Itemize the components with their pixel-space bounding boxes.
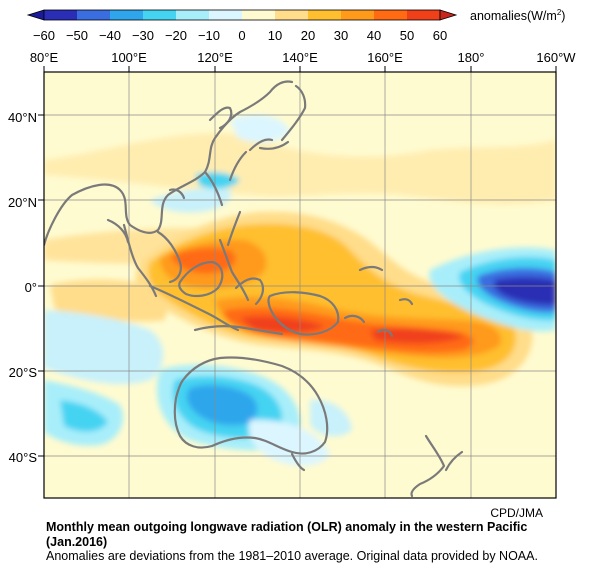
colorbar-tick-label: −20 bbox=[165, 28, 187, 43]
lon-label-100e: 100°E bbox=[111, 50, 147, 65]
credit-label: CPD/JMA bbox=[490, 506, 543, 520]
colorbar-tick-labels: −60 −50 −40 −30 −20 −10 0 10 20 30 40 50 60 bbox=[33, 28, 447, 43]
colorbar-cell bbox=[77, 10, 111, 20]
colorbar-cell bbox=[275, 10, 309, 20]
colorbar-tick-label: −10 bbox=[198, 28, 220, 43]
colorbar-cell bbox=[374, 10, 408, 20]
lat-label-0: 0° bbox=[25, 280, 37, 295]
longitude-labels: 80°E 100°E 120°E 140°E 160°E 180° 160°W bbox=[30, 50, 576, 65]
anomaly-field bbox=[44, 72, 556, 498]
colorbar-tick-label: 40 bbox=[367, 28, 381, 43]
colorbar-tick-label: −50 bbox=[66, 28, 88, 43]
colorbar-cell bbox=[176, 10, 210, 20]
coastlines bbox=[44, 80, 464, 498]
colorbar-cell bbox=[143, 10, 177, 20]
colorbar-unit-label: anomalies(W/m2) bbox=[470, 8, 565, 23]
lat-label-20s: 20°S bbox=[9, 365, 38, 380]
lon-label-180: 180° bbox=[458, 50, 485, 65]
colorbar-cell bbox=[341, 10, 375, 20]
colorbar-tick-label: 20 bbox=[301, 28, 315, 43]
colorbar-cell bbox=[308, 10, 342, 20]
colorbar-tick-label: −40 bbox=[99, 28, 121, 43]
colorbar-left-arrow bbox=[26, 9, 45, 21]
latitude-labels: 40°N 20°N 0° 20°S 40°S bbox=[8, 110, 37, 465]
colorbar-tick-label: 50 bbox=[400, 28, 414, 43]
colorbar-cell bbox=[407, 10, 441, 20]
colorbar-tick-label: 10 bbox=[268, 28, 282, 43]
colorbar-cells bbox=[43, 9, 441, 21]
tick-marks bbox=[38, 66, 557, 457]
figure-title: Monthly mean outgoing longwave radiation… bbox=[46, 520, 528, 549]
lon-label-140e: 140°E bbox=[282, 50, 318, 65]
colorbar-tick-label: 60 bbox=[433, 28, 447, 43]
lat-label-40n: 40°N bbox=[8, 110, 37, 125]
colorbar-tick-label: −30 bbox=[132, 28, 154, 43]
lon-label-160w: 160°W bbox=[536, 50, 576, 65]
colorbar-cell bbox=[110, 10, 144, 20]
lon-label-80e: 80°E bbox=[30, 50, 59, 65]
lat-label-40s: 40°S bbox=[9, 450, 38, 465]
colorbar: −60 −50 −40 −30 −20 −10 0 10 20 30 40 50 60 anomalie… bbox=[26, 8, 565, 43]
figure-note: Anomalies are deviations from the 1981–2… bbox=[46, 549, 538, 563]
colorbar-tick-label: −60 bbox=[33, 28, 55, 43]
colorbar-cell bbox=[209, 10, 243, 20]
graticule bbox=[44, 72, 556, 498]
colorbar-cell bbox=[44, 10, 78, 20]
lon-label-120e: 120°E bbox=[197, 50, 233, 65]
colorbar-cell bbox=[242, 10, 276, 20]
lon-label-160e: 160°E bbox=[367, 50, 403, 65]
colorbar-right-arrow bbox=[439, 9, 458, 21]
lat-label-20n: 20°N bbox=[8, 195, 37, 210]
colorbar-tick-label: 0 bbox=[238, 28, 245, 43]
colorbar-tick-label: 30 bbox=[334, 28, 348, 43]
